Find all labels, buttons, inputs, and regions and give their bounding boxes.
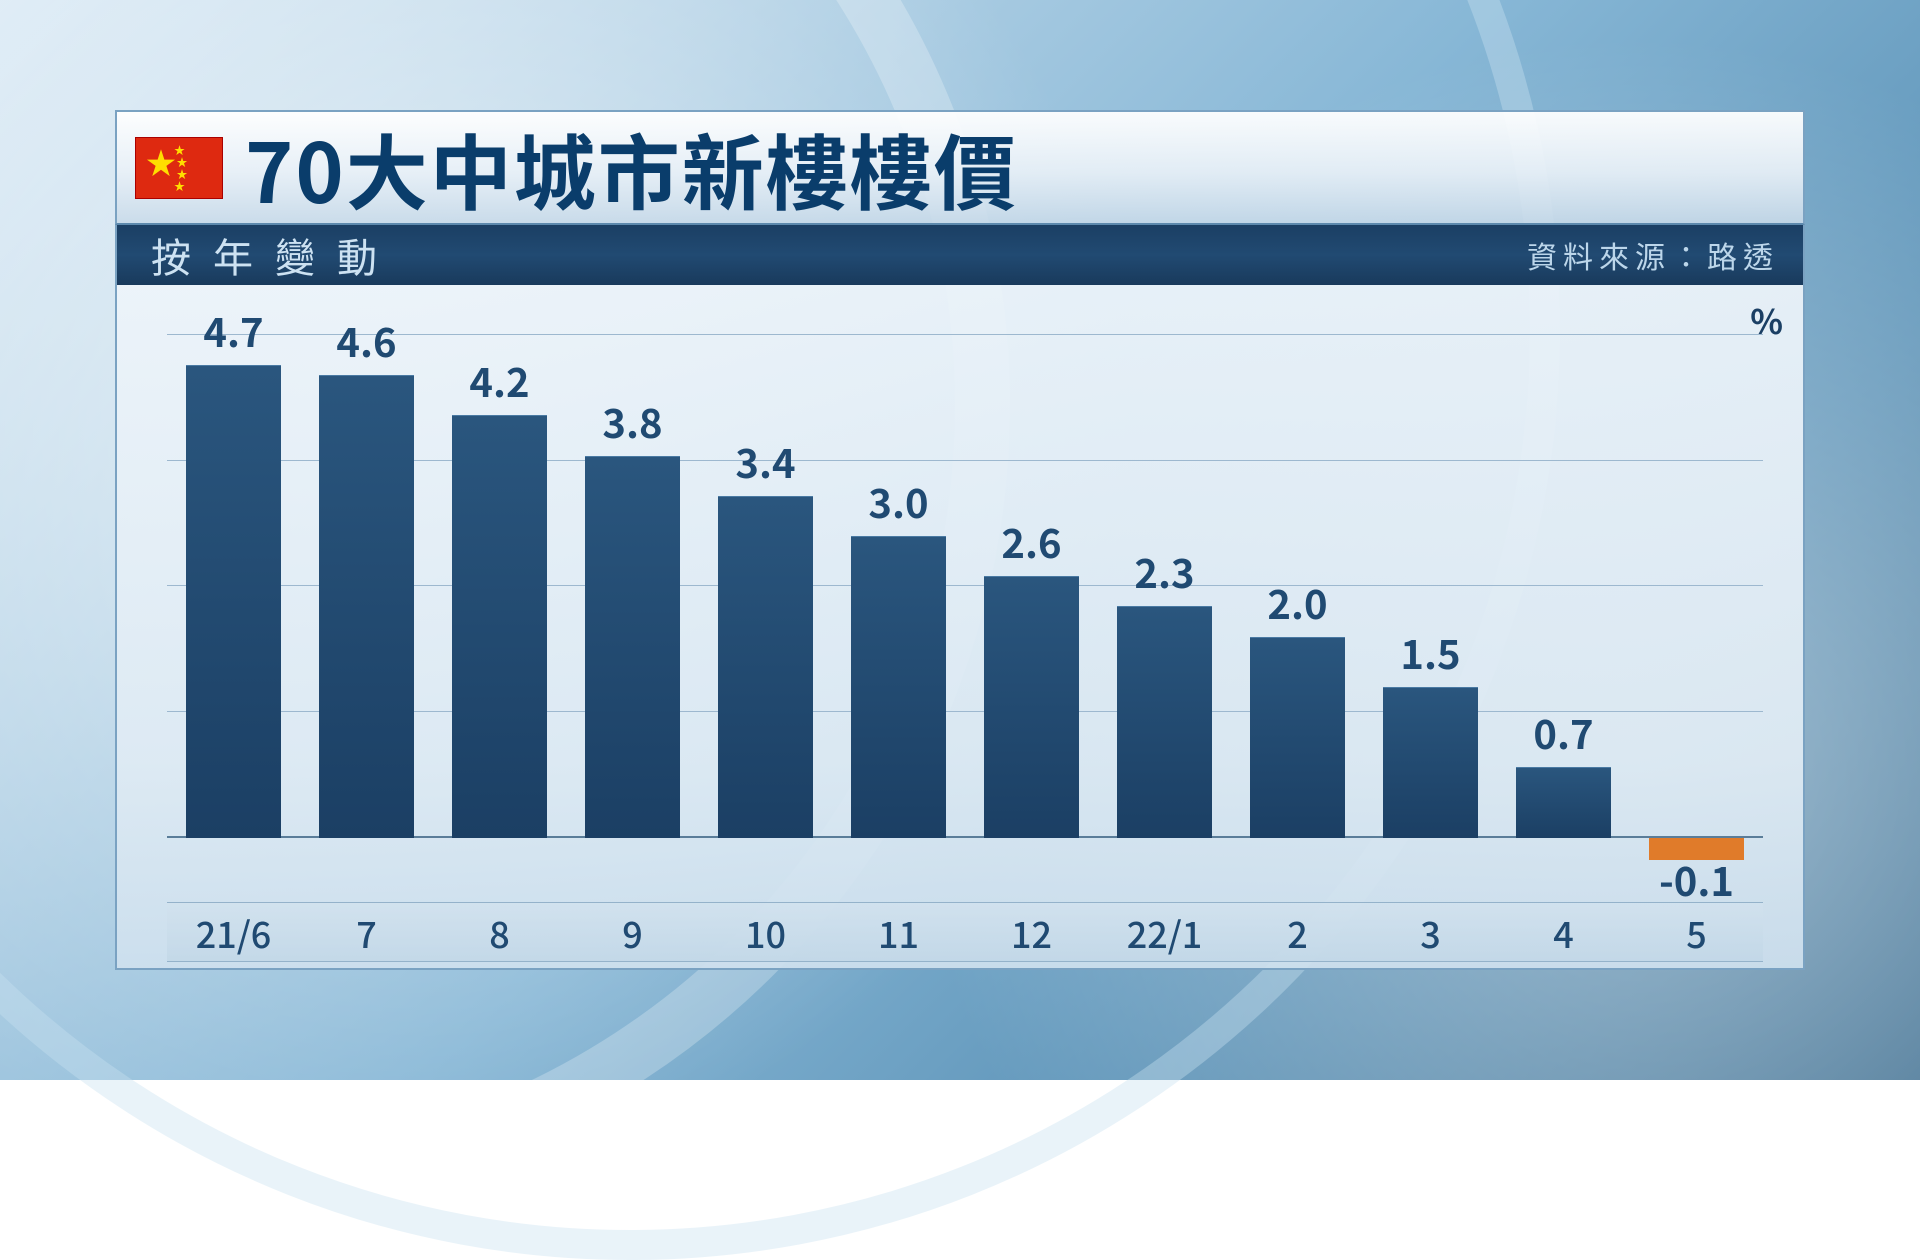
bar [1383, 687, 1479, 838]
bar-value-label: 0.7 [1497, 703, 1630, 761]
bar [851, 536, 947, 838]
x-axis: 21/678910111222/12345 [167, 902, 1763, 962]
bar-value-label: 4.2 [433, 351, 566, 409]
bar-slot: 4.6 [300, 335, 433, 888]
title-bar: ★ ★ ★ ★★ 70大中城市新樓樓價 [115, 110, 1805, 225]
bar-slot: 3.0 [832, 335, 965, 888]
x-tick-label: 22/1 [1098, 903, 1231, 961]
bars-container: 4.74.64.23.83.43.02.62.32.01.50.7-0.1 [167, 335, 1763, 888]
subtitle-left: 按年變動 [141, 226, 399, 284]
bar-slot: 2.0 [1231, 335, 1364, 888]
bar-value-label: 2.0 [1231, 573, 1364, 631]
x-tick-label: 5 [1630, 903, 1763, 961]
bar [718, 496, 814, 838]
x-tick-label: 8 [433, 903, 566, 961]
bar-value-label: -0.1 [1630, 850, 1763, 908]
bar [1117, 606, 1213, 837]
bar-slot: 2.6 [965, 335, 1098, 888]
bar-value-label: 2.6 [965, 512, 1098, 570]
bar [585, 456, 681, 838]
bar-value-label: 3.8 [566, 392, 699, 450]
x-tick-label: 21/6 [167, 903, 300, 961]
x-tick-label: 9 [566, 903, 699, 961]
chart-panel: ★ ★ ★ ★★ 70大中城市新樓樓價 按年變動 資料來源：路透 % 4.74.… [115, 110, 1805, 970]
china-flag-icon: ★ ★ ★ ★★ [135, 137, 223, 199]
bar-slot: 1.5 [1364, 335, 1497, 888]
plot-region: 4.74.64.23.83.43.02.62.32.01.50.7-0.1 [167, 335, 1763, 888]
bar-slot: 2.3 [1098, 335, 1231, 888]
x-tick-label: 11 [832, 903, 965, 961]
bar-slot: 4.2 [433, 335, 566, 888]
chart-area: % 4.74.64.23.83.43.02.62.32.01.50.7-0.1 … [115, 285, 1805, 970]
bar-value-label: 3.0 [832, 472, 965, 530]
bar [452, 415, 548, 837]
x-tick-label: 3 [1364, 903, 1497, 961]
subtitle-bar: 按年變動 資料來源：路透 [115, 225, 1805, 285]
bar [1516, 767, 1612, 837]
bar-value-label: 1.5 [1364, 623, 1497, 681]
bar-value-label: 3.4 [699, 432, 832, 490]
x-tick-label: 12 [965, 903, 1098, 961]
bar-slot: 0.7 [1497, 335, 1630, 888]
bar-slot: 4.7 [167, 335, 300, 888]
x-tick-label: 7 [300, 903, 433, 961]
bar [1250, 637, 1346, 838]
x-tick-label: 2 [1231, 903, 1364, 961]
bar-value-label: 2.3 [1098, 542, 1231, 600]
bar-value-label: 4.6 [300, 311, 433, 369]
bar [319, 375, 415, 838]
source-label: 資料來源：路透 [1527, 233, 1779, 277]
x-tick-label: 10 [699, 903, 832, 961]
bar [186, 365, 282, 838]
bar-slot: 3.4 [699, 335, 832, 888]
chart-title: 70大中城市新樓樓價 [245, 108, 1018, 227]
bar-value-label: 4.7 [167, 301, 300, 359]
bar-slot: 3.8 [566, 335, 699, 888]
bar-slot: -0.1 [1630, 335, 1763, 888]
x-tick-label: 4 [1497, 903, 1630, 961]
bar [984, 576, 1080, 837]
